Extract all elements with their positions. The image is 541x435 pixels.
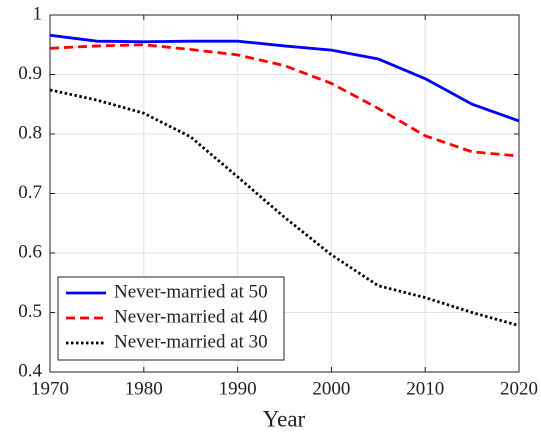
y-tick-label: 0.7 (18, 182, 42, 203)
x-tick-label: 2000 (312, 378, 350, 399)
legend-label: Never-married at 40 (114, 306, 268, 327)
series-line (49, 88, 520, 327)
series-line (49, 33, 520, 123)
plot-frame (49, 14, 520, 373)
legend-label: Never-married at 30 (114, 331, 268, 352)
x-tick-label: 1980 (125, 378, 163, 399)
x-tick-label: 2020 (500, 378, 538, 399)
x-axis-label: Year (263, 406, 306, 431)
series-line (49, 43, 520, 158)
legend-label: Never-married at 50 (114, 281, 268, 302)
y-tick-label: 0.5 (18, 301, 42, 322)
y-tick-label: 1 (33, 3, 43, 24)
y-tick-label: 0.6 (18, 241, 42, 262)
x-tick-label: 1970 (31, 378, 69, 399)
x-tick-label: 2010 (406, 378, 444, 399)
y-tick-label: 0.4 (18, 360, 42, 381)
x-tick-label: 1990 (219, 378, 257, 399)
y-tick-label: 0.8 (18, 122, 42, 143)
y-tick-label: 0.9 (18, 63, 42, 84)
